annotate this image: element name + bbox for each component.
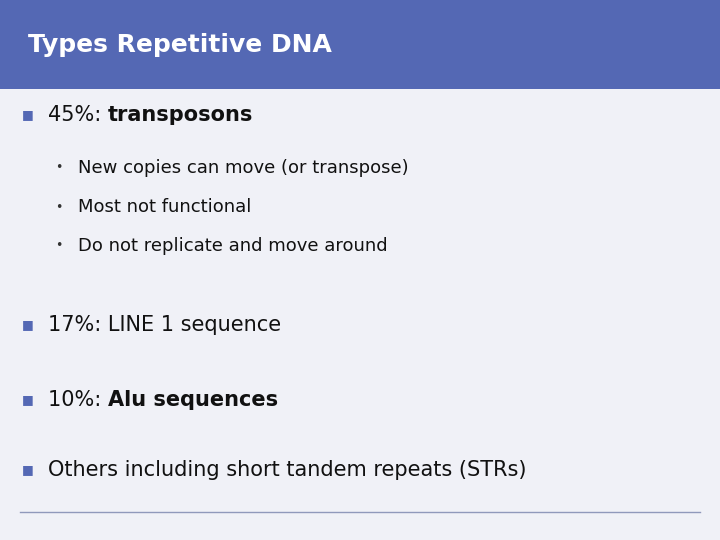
Text: Do not replicate and move around: Do not replicate and move around xyxy=(78,237,387,255)
Text: Types Repetitive DNA: Types Repetitive DNA xyxy=(28,32,332,57)
Text: Others including short tandem repeats (STRs): Others including short tandem repeats (S… xyxy=(48,460,526,480)
Bar xyxy=(0,0,720,89)
Text: Most not functional: Most not functional xyxy=(78,198,251,216)
Text: New copies can move (or transpose): New copies can move (or transpose) xyxy=(78,159,409,177)
Text: •: • xyxy=(55,240,63,253)
Text: 10%:: 10%: xyxy=(48,390,108,410)
Text: ■: ■ xyxy=(22,463,34,476)
Text: 45%:: 45%: xyxy=(48,105,108,125)
Text: 17%: LINE 1 sequence: 17%: LINE 1 sequence xyxy=(48,315,281,335)
Text: Alu sequences: Alu sequences xyxy=(108,390,278,410)
Text: ■: ■ xyxy=(22,319,34,332)
Text: ■: ■ xyxy=(22,109,34,122)
Text: •: • xyxy=(55,161,63,174)
Text: ■: ■ xyxy=(22,394,34,407)
Text: •: • xyxy=(55,200,63,213)
Text: transposons: transposons xyxy=(108,105,253,125)
